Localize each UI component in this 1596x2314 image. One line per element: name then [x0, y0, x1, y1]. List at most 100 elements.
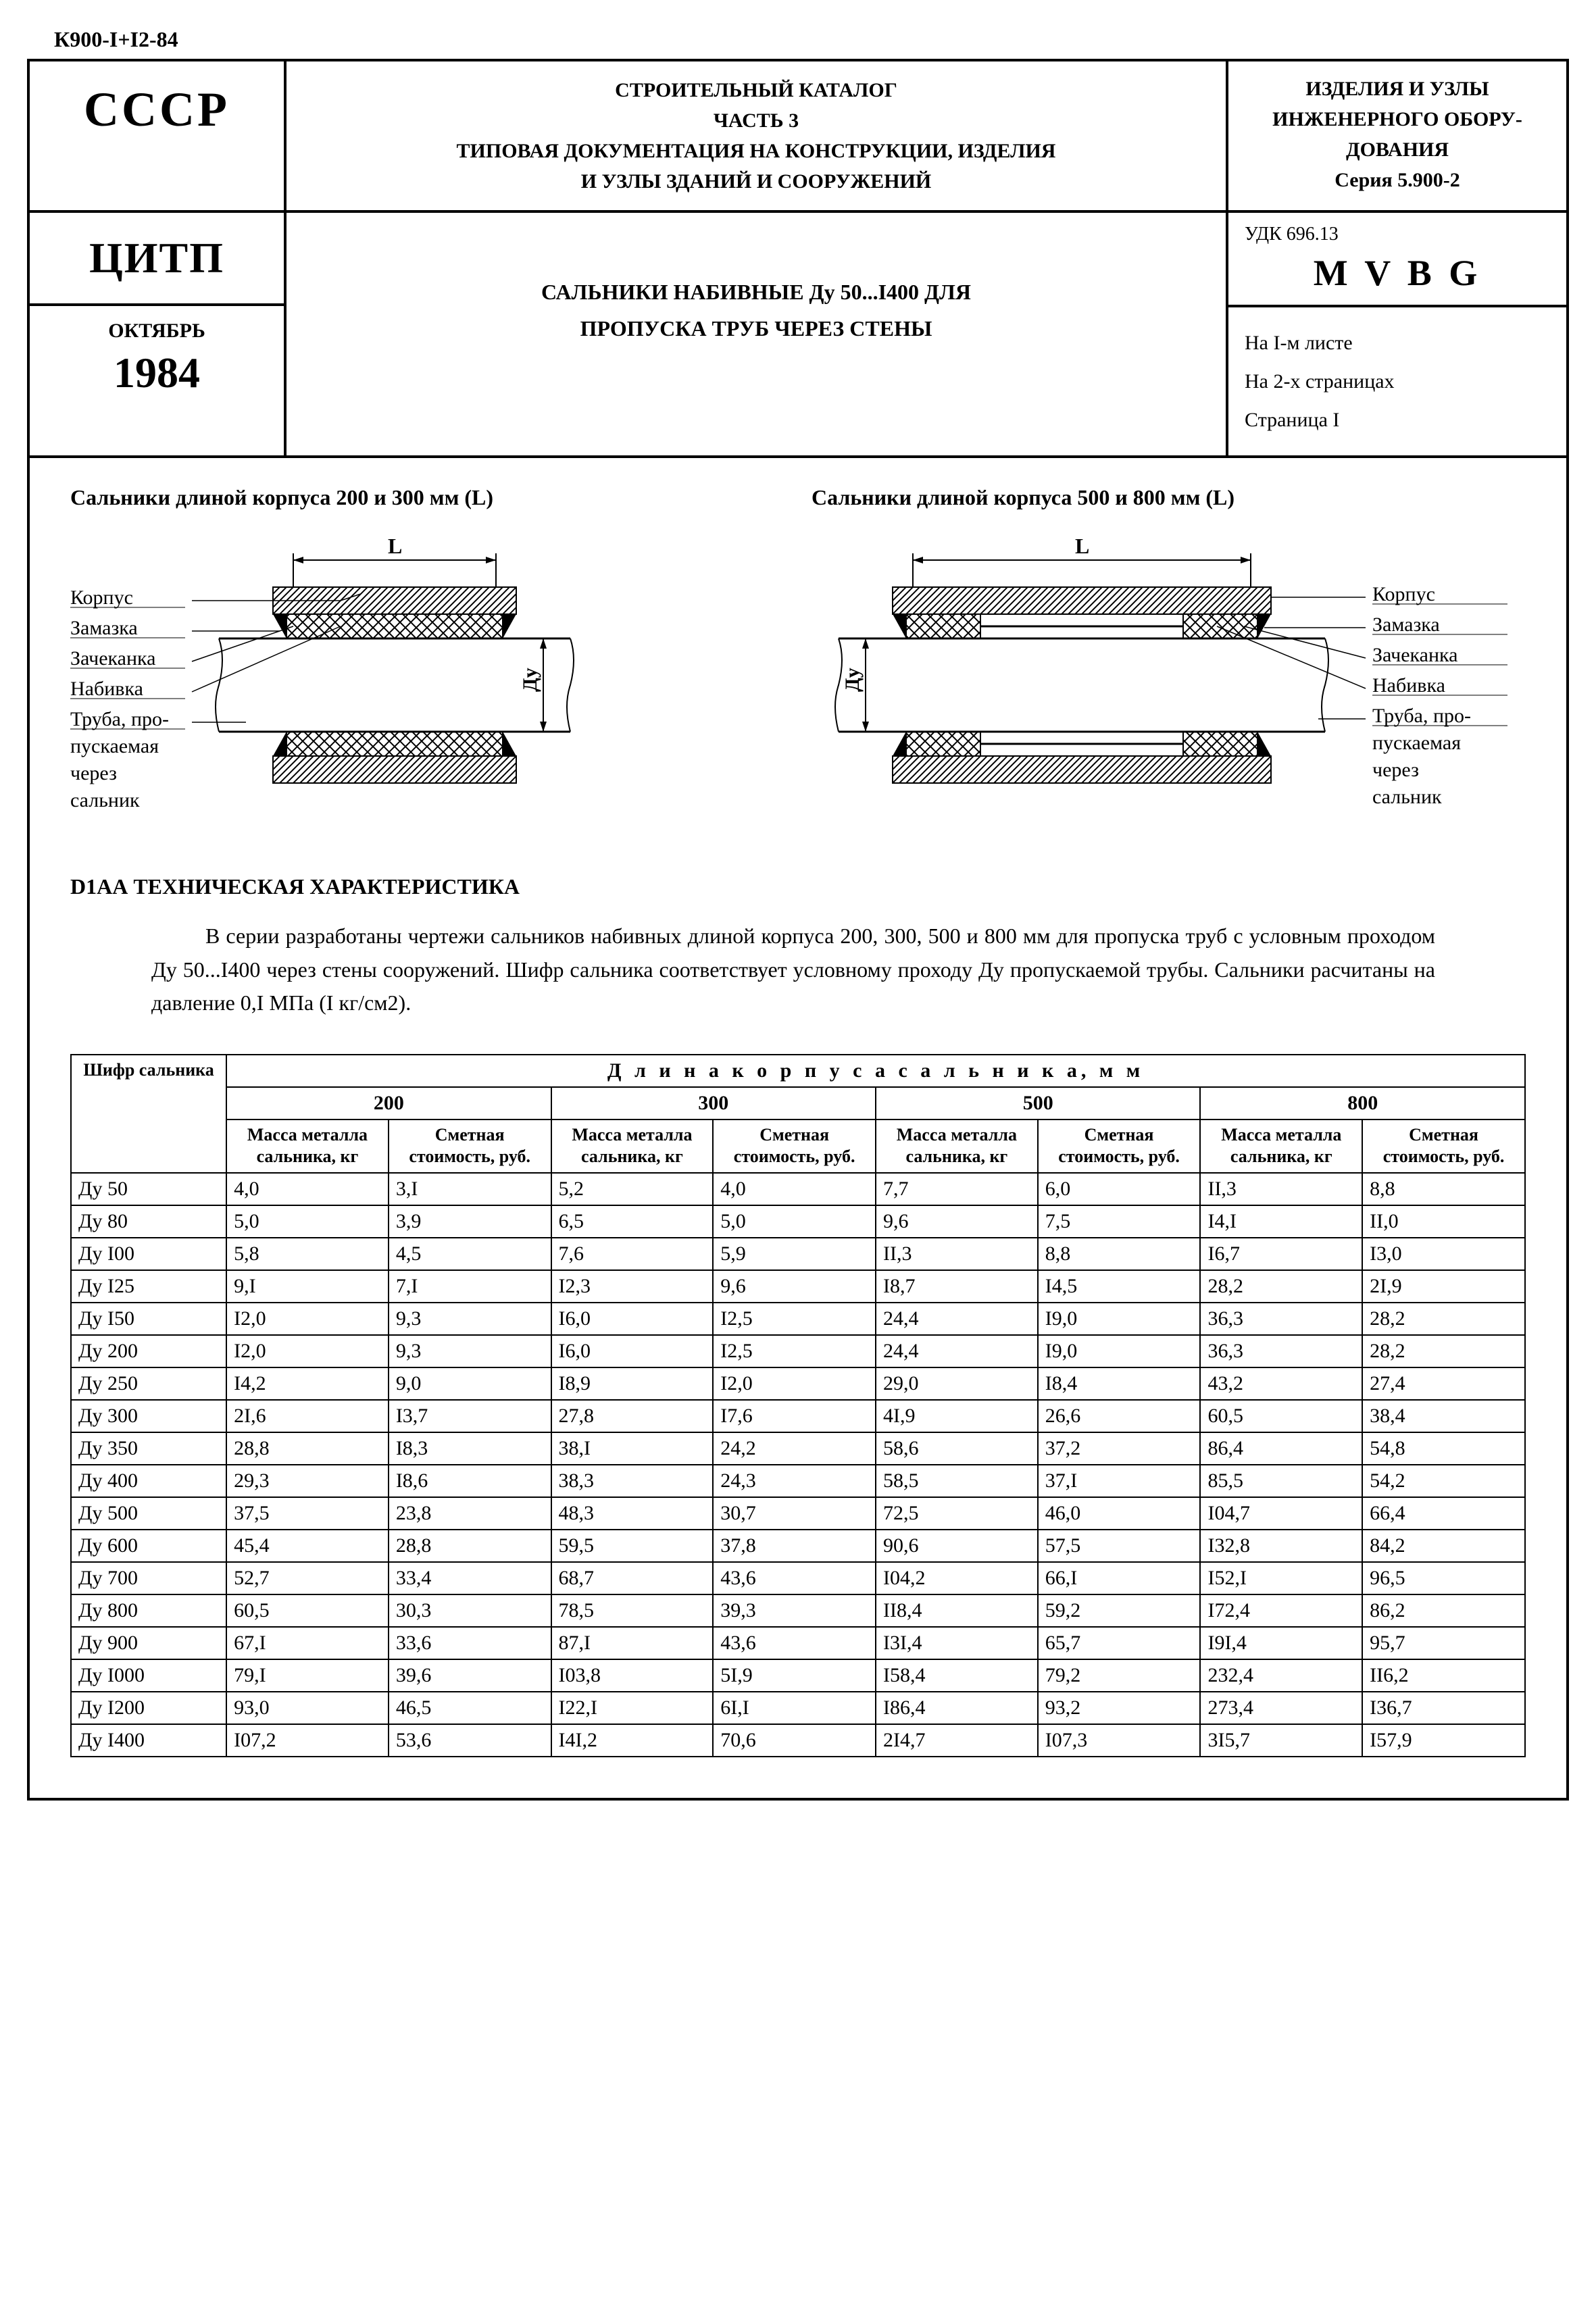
- cell-value: I07,2: [226, 1724, 389, 1757]
- cell-value: 46,5: [389, 1692, 551, 1724]
- cell-value: 54,8: [1362, 1432, 1525, 1465]
- cell-value: 38,3: [551, 1465, 714, 1497]
- group-header: 200: [226, 1087, 551, 1120]
- sub-mass: Масса металла сальника, кг: [1200, 1120, 1362, 1173]
- cell-value: I52,I: [1200, 1562, 1362, 1594]
- catalog-title: СТРОИТЕЛЬНЫЙ КАТАЛОГ ЧАСТЬ 3 ТИПОВАЯ ДОК…: [286, 61, 1228, 210]
- cell-value: 93,0: [226, 1692, 389, 1724]
- cell-value: 5,0: [226, 1205, 389, 1238]
- title-line: ПРОПУСКА ТРУБ ЧЕРЕЗ СТЕНЫ: [314, 310, 1199, 347]
- label-zachekanka: Зачеканка: [70, 647, 155, 670]
- cell-value: 38,I: [551, 1432, 714, 1465]
- cell-value: II6,2: [1362, 1659, 1525, 1692]
- cell-value: 5I,9: [713, 1659, 876, 1692]
- cell-value: 27,8: [551, 1400, 714, 1432]
- cell-value: 95,7: [1362, 1627, 1525, 1659]
- cell-value: 27,4: [1362, 1367, 1525, 1400]
- label-truba-3: через: [70, 762, 117, 784]
- label-truba-4: сальник: [70, 789, 140, 811]
- group-header: 300: [551, 1087, 876, 1120]
- row-label: Ду 50: [71, 1173, 226, 1205]
- cell-value: I07,3: [1038, 1724, 1201, 1757]
- cell-value: I36,7: [1362, 1692, 1525, 1724]
- udk-block: УДК 696.13 M V B G: [1228, 213, 1566, 307]
- cell-value: I4,5: [1038, 1270, 1201, 1303]
- cell-value: 37,2: [1038, 1432, 1201, 1465]
- cell-value: I3,7: [389, 1400, 551, 1432]
- cell-value: 232,4: [1200, 1659, 1362, 1692]
- row-label: Ду I00: [71, 1238, 226, 1270]
- cell-value: 5,0: [713, 1205, 876, 1238]
- cell-value: 37,I: [1038, 1465, 1201, 1497]
- cell-value: 59,2: [1038, 1594, 1201, 1627]
- diagrams-row: Сальники длиной корпуса 200 и 300 мм (L): [70, 485, 1526, 847]
- cell-value: 36,3: [1200, 1335, 1362, 1367]
- label-truba-2: пускаемая: [1372, 732, 1461, 754]
- mvbg-code: M V B G: [1245, 252, 1550, 294]
- cell-value: I8,4: [1038, 1367, 1201, 1400]
- table-row: Ду I005,84,57,65,9II,38,8I6,7I3,0: [71, 1238, 1525, 1270]
- label-nabivka: Набивка: [1372, 674, 1445, 697]
- cell-value: 3,9: [389, 1205, 551, 1238]
- catalog-line: СТРОИТЕЛЬНЫЙ КАТАЛОГ: [307, 75, 1205, 105]
- cell-value: I8,9: [551, 1367, 714, 1400]
- cell-value: I72,4: [1200, 1594, 1362, 1627]
- cell-value: 9,3: [389, 1303, 551, 1335]
- cell-value: 9,6: [876, 1205, 1038, 1238]
- cell-value: 7,7: [876, 1173, 1038, 1205]
- cell-value: I4,2: [226, 1367, 389, 1400]
- diagram-left: Сальники длиной корпуса 200 и 300 мм (L): [70, 485, 784, 847]
- document-frame: СССР СТРОИТЕЛЬНЫЙ КАТАЛОГ ЧАСТЬ 3 ТИПОВА…: [27, 59, 1569, 1801]
- cell-value: I2,0: [226, 1303, 389, 1335]
- cell-value: I2,5: [713, 1303, 876, 1335]
- label-nabivka: Набивка: [70, 678, 143, 700]
- cell-value: 93,2: [1038, 1692, 1201, 1724]
- table-row: Ду I50I2,09,3I6,0I2,524,4I9,036,328,2: [71, 1303, 1525, 1335]
- cell-value: 43,2: [1200, 1367, 1362, 1400]
- row-label: Ду I400: [71, 1724, 226, 1757]
- cell-value: 28,2: [1200, 1270, 1362, 1303]
- cell-value: 39,3: [713, 1594, 876, 1627]
- table-row: Ду 80060,530,378,539,3II8,459,2I72,486,2: [71, 1594, 1525, 1627]
- cell-value: 24,3: [713, 1465, 876, 1497]
- table-row: Ду 3002I,6I3,727,8I7,64I,926,660,538,4: [71, 1400, 1525, 1432]
- cell-value: 72,5: [876, 1497, 1038, 1530]
- sub-cost: Сметная стоимость, руб.: [1362, 1120, 1525, 1173]
- sub-cost: Сметная стоимость, руб.: [1038, 1120, 1201, 1173]
- cell-value: I04,7: [1200, 1497, 1362, 1530]
- cell-value: 6I,I: [713, 1692, 876, 1724]
- cell-value: I6,0: [551, 1335, 714, 1367]
- title-line: САЛЬНИКИ НАБИВНЫЕ Ду 50...I400 ДЛЯ: [314, 274, 1199, 310]
- diagram-left-svg: L Ду Корпус: [70, 520, 773, 844]
- row-label: Ду I25: [71, 1270, 226, 1303]
- table-row: Ду 60045,428,859,537,890,657,5I32,884,2: [71, 1530, 1525, 1562]
- cell-value: II,0: [1362, 1205, 1525, 1238]
- dim-Du: Ду: [519, 668, 541, 692]
- cell-value: 24,4: [876, 1335, 1038, 1367]
- row-label: Ду I50: [71, 1303, 226, 1335]
- table-row: Ду I259,I7,II2,39,6I8,7I4,528,22I,9: [71, 1270, 1525, 1303]
- cell-value: II,3: [876, 1238, 1038, 1270]
- sub-cost: Сметная стоимость, руб.: [713, 1120, 876, 1173]
- cell-value: 85,5: [1200, 1465, 1362, 1497]
- label-truba-2: пускаемая: [70, 735, 159, 757]
- cell-value: 5,8: [226, 1238, 389, 1270]
- cell-value: 23,8: [389, 1497, 551, 1530]
- row-label: Ду I000: [71, 1659, 226, 1692]
- cell-value: I03,8: [551, 1659, 714, 1692]
- year-label: 1984: [30, 348, 284, 398]
- cell-value: 43,6: [713, 1627, 876, 1659]
- row-label: Ду I200: [71, 1692, 226, 1724]
- series-line: ИЗДЕЛИЯ И УЗЛЫ: [1245, 74, 1550, 104]
- cell-value: 6,0: [1038, 1173, 1201, 1205]
- cell-value: I04,2: [876, 1562, 1038, 1594]
- cell-value: 2I,6: [226, 1400, 389, 1432]
- page-info-line: На 2-х страницах: [1245, 362, 1550, 401]
- cell-value: 54,2: [1362, 1465, 1525, 1497]
- cell-value: I86,4: [876, 1692, 1038, 1724]
- cell-value: I8,6: [389, 1465, 551, 1497]
- cell-value: 7,I: [389, 1270, 551, 1303]
- series-line: ДОВАНИЯ: [1245, 134, 1550, 165]
- row-label: Ду 600: [71, 1530, 226, 1562]
- row-label: Ду 200: [71, 1335, 226, 1367]
